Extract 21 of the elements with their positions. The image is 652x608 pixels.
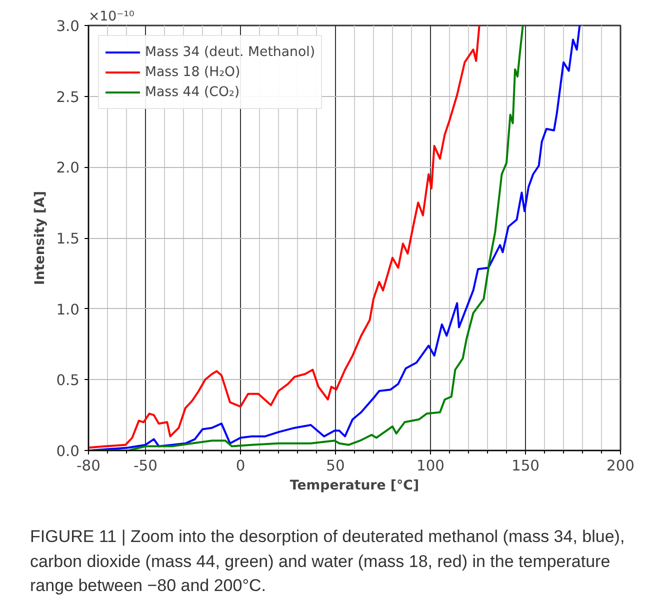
caption: FIGURE 11 | Zoom into the desorption of deuterated methanol (mass 34, blue), carbon dioxide (mass 44, green) and water (mass 18, red) in the temperature range between −80 and 200°C.	[30, 526, 626, 598]
x-tick-label: -50	[134, 458, 158, 474]
legend-label: Mass 44 (CO₂)	[145, 84, 240, 100]
y-tick-label: 0.5	[56, 372, 80, 390]
legend-label: Mass 34 (deut. Methanol)	[145, 44, 316, 60]
y-tick-label: 2.5	[56, 88, 80, 106]
x-tick-label: 150	[512, 458, 540, 474]
y-tick-label: 2.0	[56, 160, 80, 177]
y-tick-label: 3.0	[56, 18, 80, 35]
legend-label: Mass 18 (H₂O)	[145, 64, 240, 80]
text: ×10⁻¹⁰	[88, 10, 134, 24]
x-tick-label: 100	[416, 458, 444, 474]
y-tick-label: 1.5	[56, 230, 80, 248]
y-tick-label: 1.0	[56, 301, 80, 318]
x-tick-label: -80	[76, 458, 100, 474]
y-tick-label: 0.0	[56, 443, 80, 460]
x-axis-title: Temperature [°C]	[290, 478, 420, 494]
y-axis-title: Intensity [A]	[33, 190, 48, 286]
x-tick-label: 50	[326, 458, 345, 474]
x-tick-label: 0	[236, 458, 246, 474]
x-tick-label: 200	[606, 458, 634, 474]
